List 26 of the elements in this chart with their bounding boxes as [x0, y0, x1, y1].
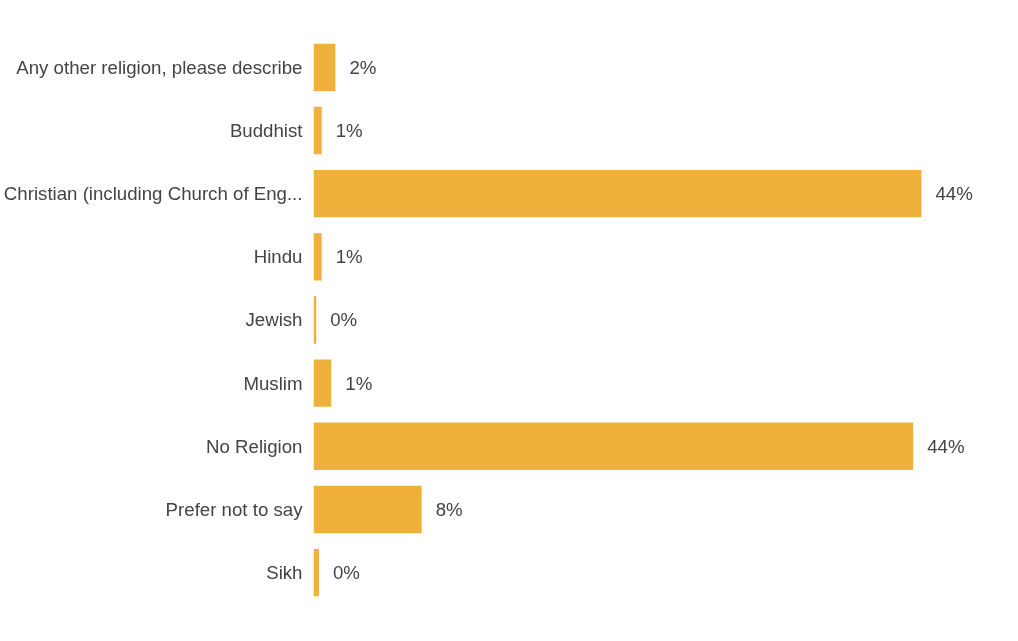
y-tick-label: Muslim [243, 372, 303, 394]
y-tick-label: Hindu [253, 246, 303, 268]
bar [313, 422, 914, 470]
data-label: 44% [927, 435, 965, 457]
data-label: 2% [349, 56, 377, 78]
y-tick-label: Jewish [245, 309, 303, 331]
data-label: 44% [935, 183, 973, 205]
bar [313, 359, 332, 407]
y-tick-label: Buddhist [229, 120, 304, 141]
bar [313, 106, 322, 155]
bar [313, 169, 922, 218]
bar [313, 43, 336, 92]
bar [313, 233, 322, 281]
data-label: 0% [330, 309, 358, 331]
y-tick-label: No Religion [206, 435, 303, 457]
bar [313, 548, 319, 597]
data-label: 1% [335, 246, 363, 268]
y-tick-label: Sikh [266, 562, 303, 584]
data-label: 8% [435, 498, 463, 520]
bar [313, 485, 422, 534]
data-label: 1% [345, 372, 373, 394]
y-tick-label: Prefer not to say [165, 498, 304, 520]
y-tick-label: Christian (including Church of Eng... [3, 183, 303, 205]
y-tick-label: Any other religion, please describe [16, 56, 303, 78]
data-label: 0% [332, 562, 360, 584]
data-label: 1% [335, 120, 363, 141]
